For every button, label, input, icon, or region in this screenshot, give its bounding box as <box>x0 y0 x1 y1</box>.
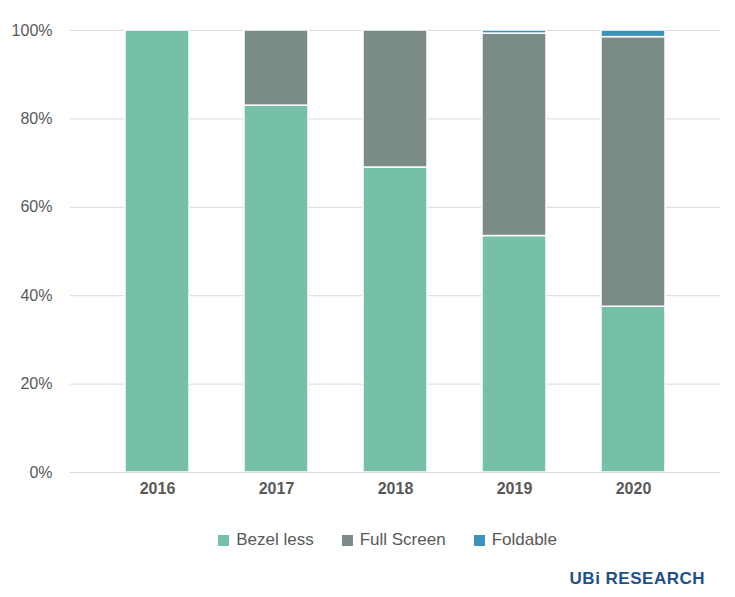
svg-text:60%: 60% <box>20 198 52 215</box>
svg-text:80%: 80% <box>20 110 52 127</box>
svg-text:2017: 2017 <box>259 480 295 497</box>
svg-text:40%: 40% <box>20 287 52 304</box>
svg-text:100%: 100% <box>12 22 53 39</box>
svg-text:20%: 20% <box>20 375 52 392</box>
html-text:Full Screen: Full Screen <box>359 530 446 549</box>
html-text:UBi RESEARCH: UBi RESEARCH <box>569 569 705 588</box>
svg-text:2018: 2018 <box>378 480 414 497</box>
svg-text:0%: 0% <box>29 464 52 481</box>
svg-text:2020: 2020 <box>616 480 652 497</box>
html-text:Foldable: Foldable <box>491 530 557 549</box>
html-text:Bezel less: Bezel less <box>236 530 314 549</box>
svg-text:2016: 2016 <box>140 480 176 497</box>
svg-text:2019: 2019 <box>497 480 533 497</box>
